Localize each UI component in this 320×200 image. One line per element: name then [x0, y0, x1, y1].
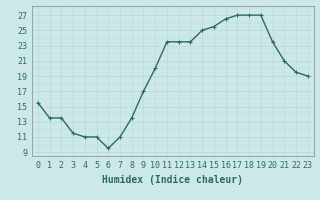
X-axis label: Humidex (Indice chaleur): Humidex (Indice chaleur)	[102, 175, 243, 185]
